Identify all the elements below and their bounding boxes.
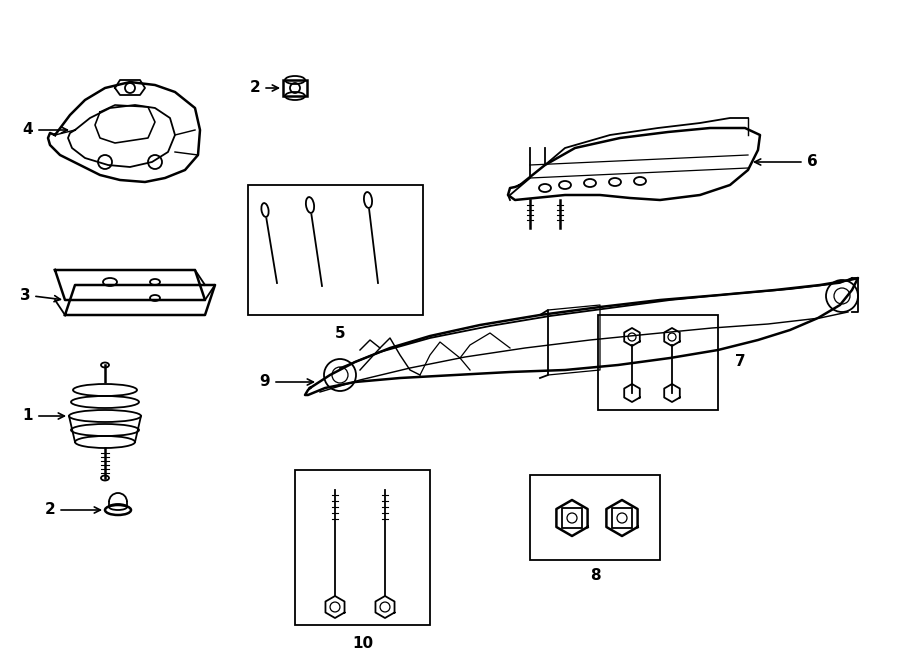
Text: 8: 8 <box>590 568 600 584</box>
Ellipse shape <box>105 505 131 515</box>
Text: 2: 2 <box>249 81 278 95</box>
Text: 6: 6 <box>754 155 817 169</box>
Bar <box>283 80 307 96</box>
Ellipse shape <box>71 396 139 408</box>
Text: 9: 9 <box>260 375 313 389</box>
Ellipse shape <box>69 410 141 422</box>
Bar <box>248 185 423 315</box>
Text: 10: 10 <box>352 635 374 650</box>
Ellipse shape <box>364 192 372 208</box>
Ellipse shape <box>306 197 314 213</box>
Text: 3: 3 <box>20 288 60 303</box>
Bar <box>295 470 430 625</box>
Text: 1: 1 <box>22 408 65 424</box>
Text: 2: 2 <box>45 502 101 518</box>
Bar <box>530 475 660 560</box>
Bar <box>598 315 718 410</box>
Ellipse shape <box>261 203 268 217</box>
Ellipse shape <box>73 384 137 396</box>
Ellipse shape <box>71 424 139 436</box>
Text: 4: 4 <box>22 122 68 137</box>
Text: 5: 5 <box>335 325 346 340</box>
Text: 7: 7 <box>734 354 745 369</box>
Ellipse shape <box>75 436 135 448</box>
Bar <box>562 508 582 528</box>
Bar <box>612 508 632 528</box>
